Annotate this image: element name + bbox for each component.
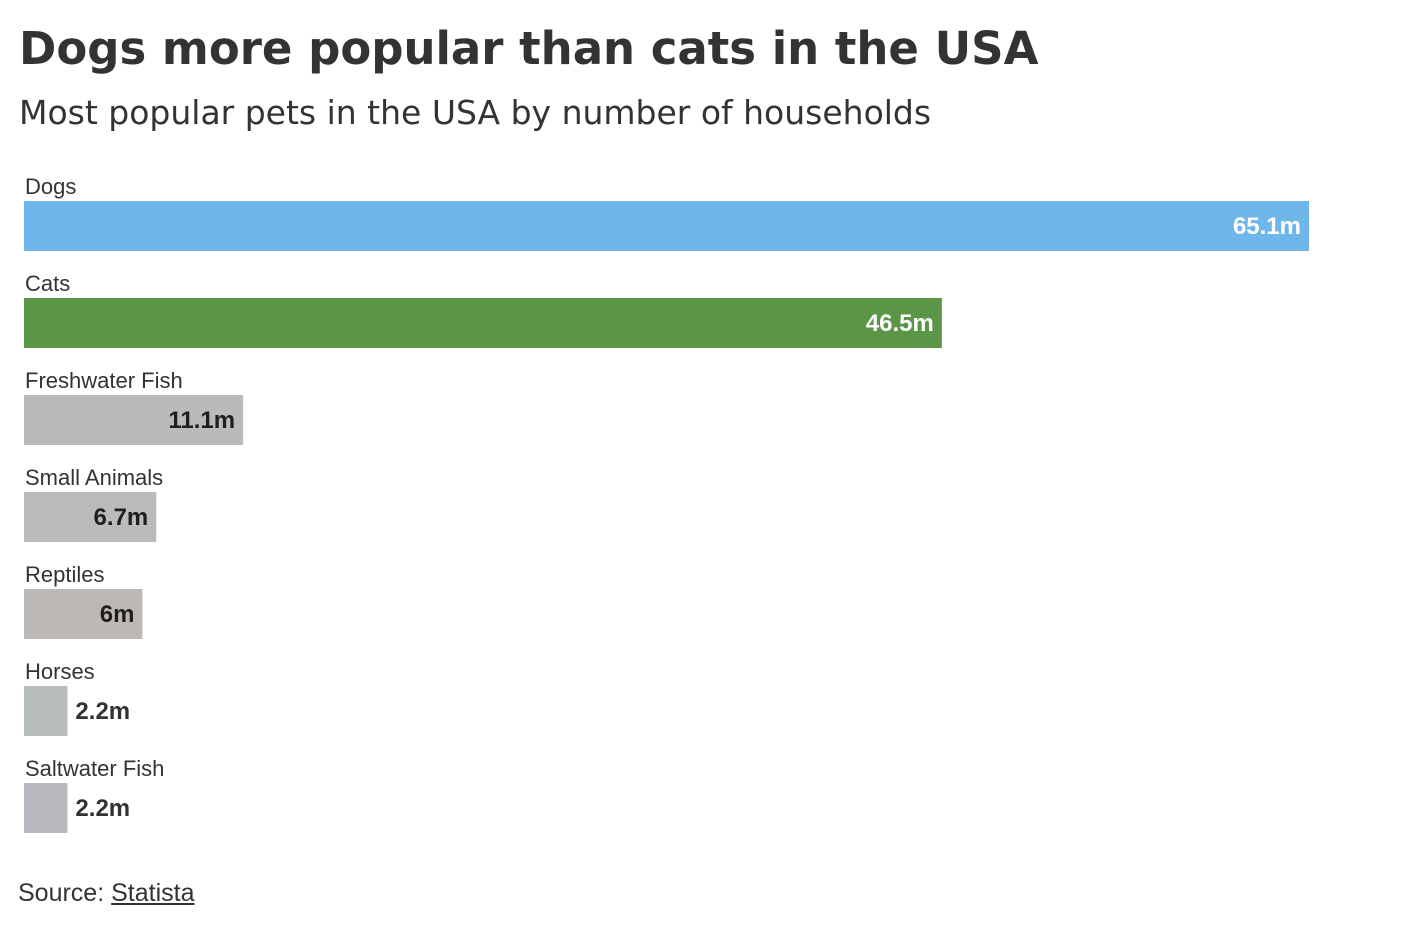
value-label-reptiles: 6m — [100, 601, 135, 628]
chart-subtitle: Most popular pets in the USA by number o… — [19, 93, 932, 132]
value-label-cats: 46.5m — [866, 310, 934, 337]
bar-cats — [24, 298, 942, 348]
bar-reptiles — [24, 589, 143, 639]
value-label-freshwater-fish: 11.1m — [168, 407, 235, 434]
chart-title: Dogs more popular than cats in the USA — [19, 22, 1039, 75]
value-label-small-animals: 6.7m — [94, 504, 149, 531]
value-label-saltwater-fish: 2.2m — [75, 795, 130, 822]
bar-freshwater-fish — [24, 395, 244, 445]
source-line: Source: Statista — [18, 876, 194, 910]
bar-dogs — [24, 201, 1309, 251]
category-label-freshwater-fish: Freshwater Fish — [25, 368, 183, 393]
category-label-horses: Horses — [25, 659, 95, 684]
source-prefix: Source: — [18, 879, 112, 907]
category-label-saltwater-fish: Saltwater Fish — [25, 756, 164, 781]
bar-small-animals — [24, 492, 157, 542]
category-label-small-animals: Small Animals — [25, 465, 163, 490]
bar-saltwater-fish — [24, 783, 68, 833]
category-label-cats: Cats — [25, 271, 70, 296]
value-label-horses: 2.2m — [75, 698, 130, 725]
category-label-reptiles: Reptiles — [25, 562, 104, 587]
category-label-dogs: Dogs — [25, 174, 76, 199]
value-label-dogs: 65.1m — [1233, 213, 1301, 240]
bar-horses — [24, 686, 68, 736]
source-link[interactable]: Statista — [111, 879, 195, 907]
